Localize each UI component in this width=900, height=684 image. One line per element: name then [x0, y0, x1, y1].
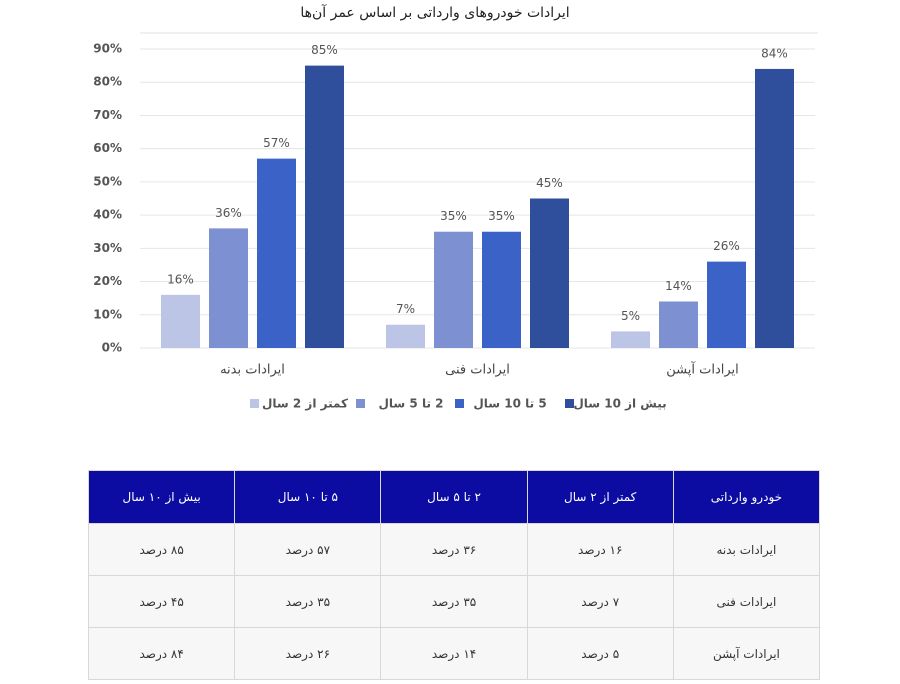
data-table: خودرو وارداتی کمتر از ۲ سال ۲ تا ۵ سال ۵ تا…: [87, 470, 821, 680]
value-label: 36%: [215, 206, 242, 220]
y-tick-label: 80%: [93, 75, 122, 89]
value-label: 57%: [263, 136, 290, 150]
chart: ایرادات خودروهای وارداتی بر اساس عمر آن‌…: [93, 4, 818, 411]
bar: [305, 65, 344, 348]
bar: [386, 324, 425, 348]
value-label: 35%: [440, 209, 467, 223]
legend-label: 5 تا 10 سال: [473, 397, 546, 411]
table-row: ایرادات آپشن ۵ درصد ۱۴ درصد ۲۶ درصد ۸۴ درصد: [87, 627, 821, 680]
value-label: 16%: [167, 272, 194, 286]
bar: [755, 68, 794, 348]
bar: [659, 301, 698, 348]
table-cell: ۵۷ درصد: [234, 523, 382, 576]
table-cell: ۸۵ درصد: [87, 523, 236, 576]
value-label: 85%: [311, 43, 338, 57]
chart-title: ایرادات خودروهای وارداتی بر اساس عمر آن‌…: [300, 4, 569, 21]
y-tick-label: 0%: [102, 341, 122, 355]
table-cell: ۳۵ درصد: [380, 575, 528, 628]
value-label: 26%: [713, 239, 740, 253]
value-label: 84%: [761, 46, 788, 60]
header-cell: ۵ تا ۱۰ سال: [234, 470, 382, 524]
header-cell: بیش از ۱۰ سال: [87, 470, 236, 524]
y-tick-label: 60%: [93, 141, 122, 155]
y-tick-label: 10%: [93, 307, 122, 321]
y-tick-label: 20%: [93, 274, 122, 288]
value-label: 14%: [665, 279, 692, 293]
value-label: 35%: [488, 209, 515, 223]
table-cell: ایرادات فنی: [672, 575, 821, 628]
bar: [707, 261, 746, 348]
y-tick-label: 90%: [93, 42, 122, 56]
table-row: ایرادات بدنه ۱۶ درصد ۳۶ درصد ۵۷ درصد ۸۵ درصد: [87, 523, 821, 576]
value-label: 7%: [396, 302, 415, 316]
table-cell: ۷ درصد: [526, 575, 674, 628]
legend-label: کمتر از 2 سال: [262, 397, 348, 411]
y-tick-label: 30%: [93, 241, 122, 255]
legend-swatch: [250, 399, 259, 408]
table-row: ایرادات فنی ۷ درصد ۳۵ درصد ۳۵ درصد ۴۵ درصد: [87, 575, 821, 628]
table-cell: ۱۴ درصد: [380, 627, 528, 680]
header-row: خودرو وارداتی کمتر از ۲ سال ۲ تا ۵ سال ۵ تا…: [87, 470, 821, 524]
legend-swatch: [565, 399, 574, 408]
x-tick-label: ایرادات فنی: [445, 363, 510, 378]
table-cell: ۲۶ درصد: [234, 627, 382, 680]
header-cell: خودرو وارداتی: [672, 470, 821, 524]
table-cell: ۳۵ درصد: [234, 575, 382, 628]
header-cell: ۲ تا ۵ سال: [380, 470, 528, 524]
y-tick-label: 40%: [93, 208, 122, 222]
header-cell: کمتر از ۲ سال: [526, 470, 674, 524]
bar: [530, 198, 569, 348]
legend-label: 2 تا 5 سال: [379, 397, 444, 411]
table-cell: ۴۵ درصد: [87, 575, 236, 628]
y-tick-label: 50%: [93, 174, 122, 188]
x-tick-label: ایرادات بدنه: [220, 363, 285, 378]
table-cell: ایرادات آپشن: [672, 627, 821, 680]
table-cell: ایرادات بدنه: [672, 523, 821, 576]
legend-swatch: [356, 399, 365, 408]
table-head: خودرو وارداتی کمتر از ۲ سال ۲ تا ۵ سال ۵ تا…: [87, 470, 821, 524]
bar: [257, 158, 296, 348]
value-label: 45%: [536, 176, 563, 190]
value-label: 5%: [621, 309, 640, 323]
legend-label: بیش از 10 سال: [573, 397, 666, 411]
legend-swatch: [455, 399, 464, 408]
bar: [209, 228, 248, 348]
bar: [161, 294, 200, 348]
x-tick-label: ایرادات آپشن: [666, 361, 739, 378]
y-tick-label: 70%: [93, 108, 122, 122]
bar: [482, 231, 521, 348]
table-cell: ۸۴ درصد: [87, 627, 236, 680]
table-cell: ۵ درصد: [526, 627, 674, 680]
table-body: ایرادات بدنه ۱۶ درصد ۳۶ درصد ۵۷ درصد ۸۵ درصد…: [87, 523, 821, 680]
table-cell: ۱۶ درصد: [526, 523, 674, 576]
table-cell: ۳۶ درصد: [380, 523, 528, 576]
bar: [434, 231, 473, 348]
bar: [611, 331, 650, 348]
